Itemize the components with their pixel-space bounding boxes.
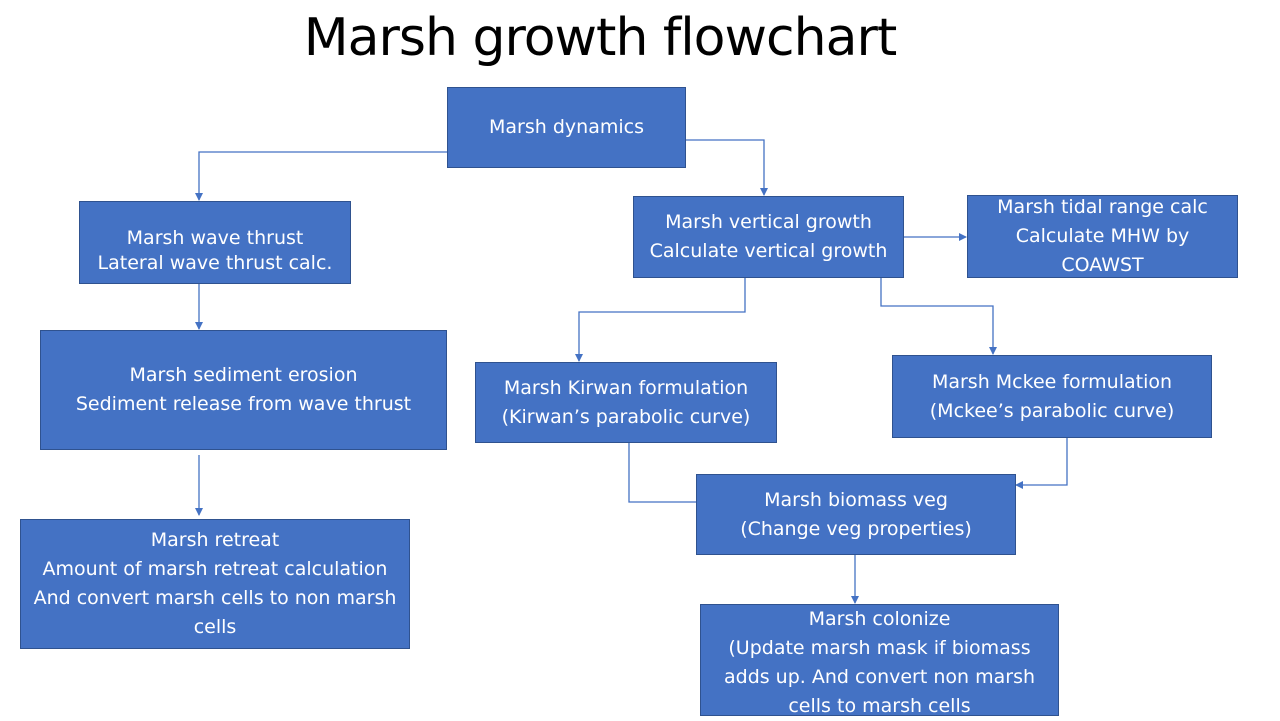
- node-marsh-vertical-growth-desc: Calculate vertical growth: [649, 240, 888, 262]
- connector-kirwan-to-biomass: [628, 443, 704, 506]
- node-marsh-sediment-erosion-title: Marsh sediment erosion: [129, 364, 358, 386]
- node-marsh-tidal-range-desc-1: Calculate MHW by: [1015, 225, 1190, 247]
- connector-vertical-growth-to-mckee: [880, 278, 997, 355]
- node-marsh-retreat-desc-1: Amount of marsh retreat calculation: [42, 558, 388, 580]
- node-marsh-kirwan-desc: (Kirwan’s parabolic curve): [501, 405, 751, 428]
- node-marsh-sediment-erosion-desc: Sediment release from wave thrust: [75, 393, 412, 415]
- node-marsh-biomass-title: Marsh biomass veg: [764, 488, 948, 511]
- node-marsh-wave-thrust: Marsh wave thrust Lateral wave thrust ca…: [79, 201, 351, 284]
- node-marsh-mckee-title: Marsh Mckee formulation: [931, 370, 1173, 393]
- node-marsh-sediment-erosion: Marsh sediment erosion Sediment release …: [40, 330, 447, 450]
- node-marsh-kirwan-formulation: Marsh Kirwan formulation (Kirwan’s parab…: [475, 362, 777, 443]
- page-title: Marsh growth flowchart: [303, 8, 897, 68]
- node-marsh-colonize-desc-1: (Update marsh mask if biomass: [728, 637, 1031, 659]
- node-marsh-colonize-desc-3: cells to marsh cells: [788, 695, 971, 717]
- node-marsh-colonize-desc-2: adds up. And convert non marsh: [723, 666, 1036, 688]
- node-marsh-mckee-formulation: Marsh Mckee formulation (Mckee’s parabol…: [892, 355, 1212, 438]
- node-marsh-colonize-title: Marsh colonize: [808, 608, 951, 630]
- node-marsh-wave-thrust-desc: Lateral wave thrust calc.: [97, 251, 333, 274]
- node-marsh-vertical-growth-title: Marsh vertical growth: [665, 211, 872, 233]
- connector-dynamics-to-vertical-growth: [686, 139, 768, 196]
- node-marsh-tidal-range-title: Marsh tidal range calc: [997, 196, 1208, 218]
- node-marsh-colonize: Marsh colonize (Update marsh mask if bio…: [700, 604, 1059, 717]
- node-marsh-biomass-desc: (Change veg properties): [740, 517, 972, 540]
- node-marsh-kirwan-title: Marsh Kirwan formulation: [503, 376, 749, 399]
- node-marsh-retreat-desc-2: And convert marsh cells to non marsh: [33, 587, 397, 609]
- node-marsh-retreat: Marsh retreat Amount of marsh retreat ca…: [20, 519, 410, 649]
- node-marsh-wave-thrust-title: Marsh wave thrust: [126, 226, 304, 249]
- connector-mckee-to-biomass: [1015, 438, 1068, 489]
- connector-vertical-growth-to-kirwan: [575, 278, 746, 362]
- node-marsh-vertical-growth: Marsh vertical growth Calculate vertical…: [633, 196, 904, 278]
- node-marsh-dynamics-title: Marsh dynamics: [489, 116, 644, 138]
- node-marsh-tidal-range: Marsh tidal range calc Calculate MHW by …: [967, 195, 1238, 278]
- node-marsh-dynamics: Marsh dynamics: [447, 87, 686, 168]
- connector-dynamics-to-wave-thrust: [195, 151, 447, 201]
- node-marsh-mckee-desc: (Mckee’s parabolic curve): [929, 399, 1175, 422]
- node-marsh-retreat-desc-3: cells: [193, 616, 237, 638]
- node-marsh-tidal-range-desc-2: COAWST: [1061, 254, 1144, 276]
- node-marsh-biomass-veg: Marsh biomass veg (Change veg properties…: [696, 474, 1016, 555]
- node-marsh-retreat-title: Marsh retreat: [150, 529, 280, 551]
